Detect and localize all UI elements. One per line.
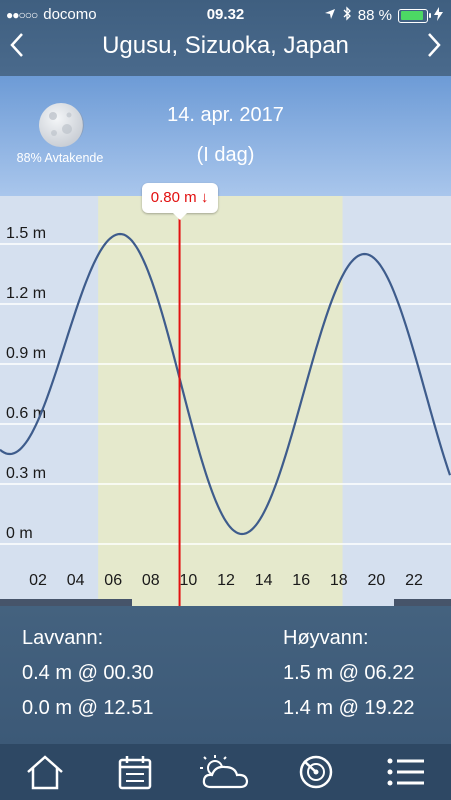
x-tick-label: 02 [29, 572, 47, 589]
date-panel: 88% Avtakende 14. apr. 2017 (I dag) [0, 76, 451, 196]
y-tick-label: 1.5 m [6, 225, 46, 242]
low-tide-2: 0.0 m @ 12.51 [22, 697, 154, 719]
tab-calendar[interactable] [105, 744, 165, 800]
y-tick-label: 0.9 m [6, 345, 46, 362]
charging-icon [434, 6, 443, 25]
status-bar: ●●○○○ docomo 09.32 88 % [0, 0, 451, 30]
chevron-right-icon[interactable] [419, 30, 449, 68]
x-tick-label: 12 [217, 572, 235, 589]
y-tick-label: 0 m [6, 525, 33, 542]
tide-summary: Lavvann: 0.4 m @ 00.30 0.0 m @ 12.51 Høy… [0, 606, 451, 744]
tab-home[interactable] [15, 744, 75, 800]
scroll-indicator-left [0, 599, 132, 606]
y-tick-label: 0.3 m [6, 465, 46, 482]
high-tide-1: 1.5 m @ 06.22 [283, 662, 415, 684]
today-label: (I dag) [196, 144, 255, 166]
home-icon [27, 755, 63, 790]
bluetooth-icon [342, 6, 352, 25]
battery-icon [398, 8, 431, 23]
tab-radar[interactable] [286, 744, 346, 800]
location-icon [324, 7, 336, 24]
location-title: Ugusu, Sizuoka, Japan [102, 32, 349, 59]
moon-phase-label: 88% Avtakende [16, 151, 104, 165]
moon-phase-icon [38, 102, 84, 148]
low-tide-column: Lavvann: 0.4 m @ 00.30 0.0 m @ 12.51 [22, 626, 153, 731]
high-tide-2: 1.4 m @ 19.22 [283, 697, 415, 719]
x-tick-label: 22 [405, 572, 423, 589]
menu-icon [387, 758, 424, 786]
chevron-left-icon[interactable] [2, 30, 32, 68]
calendar-icon [119, 756, 152, 790]
y-tick-label: 1.2 m [6, 285, 46, 302]
x-tick-label: 14 [255, 572, 273, 589]
tab-weather[interactable] [195, 744, 255, 800]
x-tick-label: 18 [330, 572, 348, 589]
scroll-indicator-right [394, 599, 451, 606]
high-tide-title: Høyvann: [283, 627, 369, 649]
current-level-value: 0.80 m [150, 189, 197, 206]
low-tide-title: Lavvann: [22, 627, 104, 649]
tide-chart[interactable]: 1.5 m 1.2 m 0.9 m 0.6 m 0.3 m 0 m 02 04 06 08 10 12… [0, 183, 451, 606]
date-label: 14. apr. 2017 [167, 104, 284, 126]
falling-arrow-icon: ↓ [200, 189, 209, 206]
current-level-marker: 0.80 m ↓ [141, 183, 218, 220]
tab-bar [0, 744, 451, 800]
tab-menu[interactable] [376, 744, 436, 800]
weather-icon [200, 755, 249, 789]
x-tick-label: 16 [292, 572, 310, 589]
tide-chart-svg: 1.5 m 1.2 m 0.9 m 0.6 m 0.3 m 0 m 02 04 06 08 10 12… [0, 196, 451, 606]
carrier-name: docomo [43, 6, 97, 23]
low-tide-1: 0.4 m @ 00.30 [22, 662, 154, 684]
radar-icon [299, 755, 332, 789]
status-time: 09.32 [206, 6, 245, 23]
y-tick-label: 0.6 m [6, 405, 46, 422]
high-tide-column: Høyvann: 1.5 m @ 06.22 1.4 m @ 19.22 [283, 626, 414, 731]
signal-indicator: ●●○○○ [6, 7, 38, 22]
x-tick-label: 20 [368, 572, 386, 589]
navigation-bar: Ugusu, Sizuoka, Japan [0, 28, 451, 72]
x-tick-label: 08 [142, 572, 160, 589]
tide-curve [0, 232, 451, 536]
x-tick-label: 10 [180, 572, 198, 589]
x-tick-label: 04 [67, 572, 85, 589]
battery-percent: 88 % [357, 7, 392, 24]
x-tick-label: 06 [104, 572, 122, 589]
top-bar: ●●○○○ docomo 09.32 88 % Ugusu, Sizuoka, … [0, 0, 451, 76]
